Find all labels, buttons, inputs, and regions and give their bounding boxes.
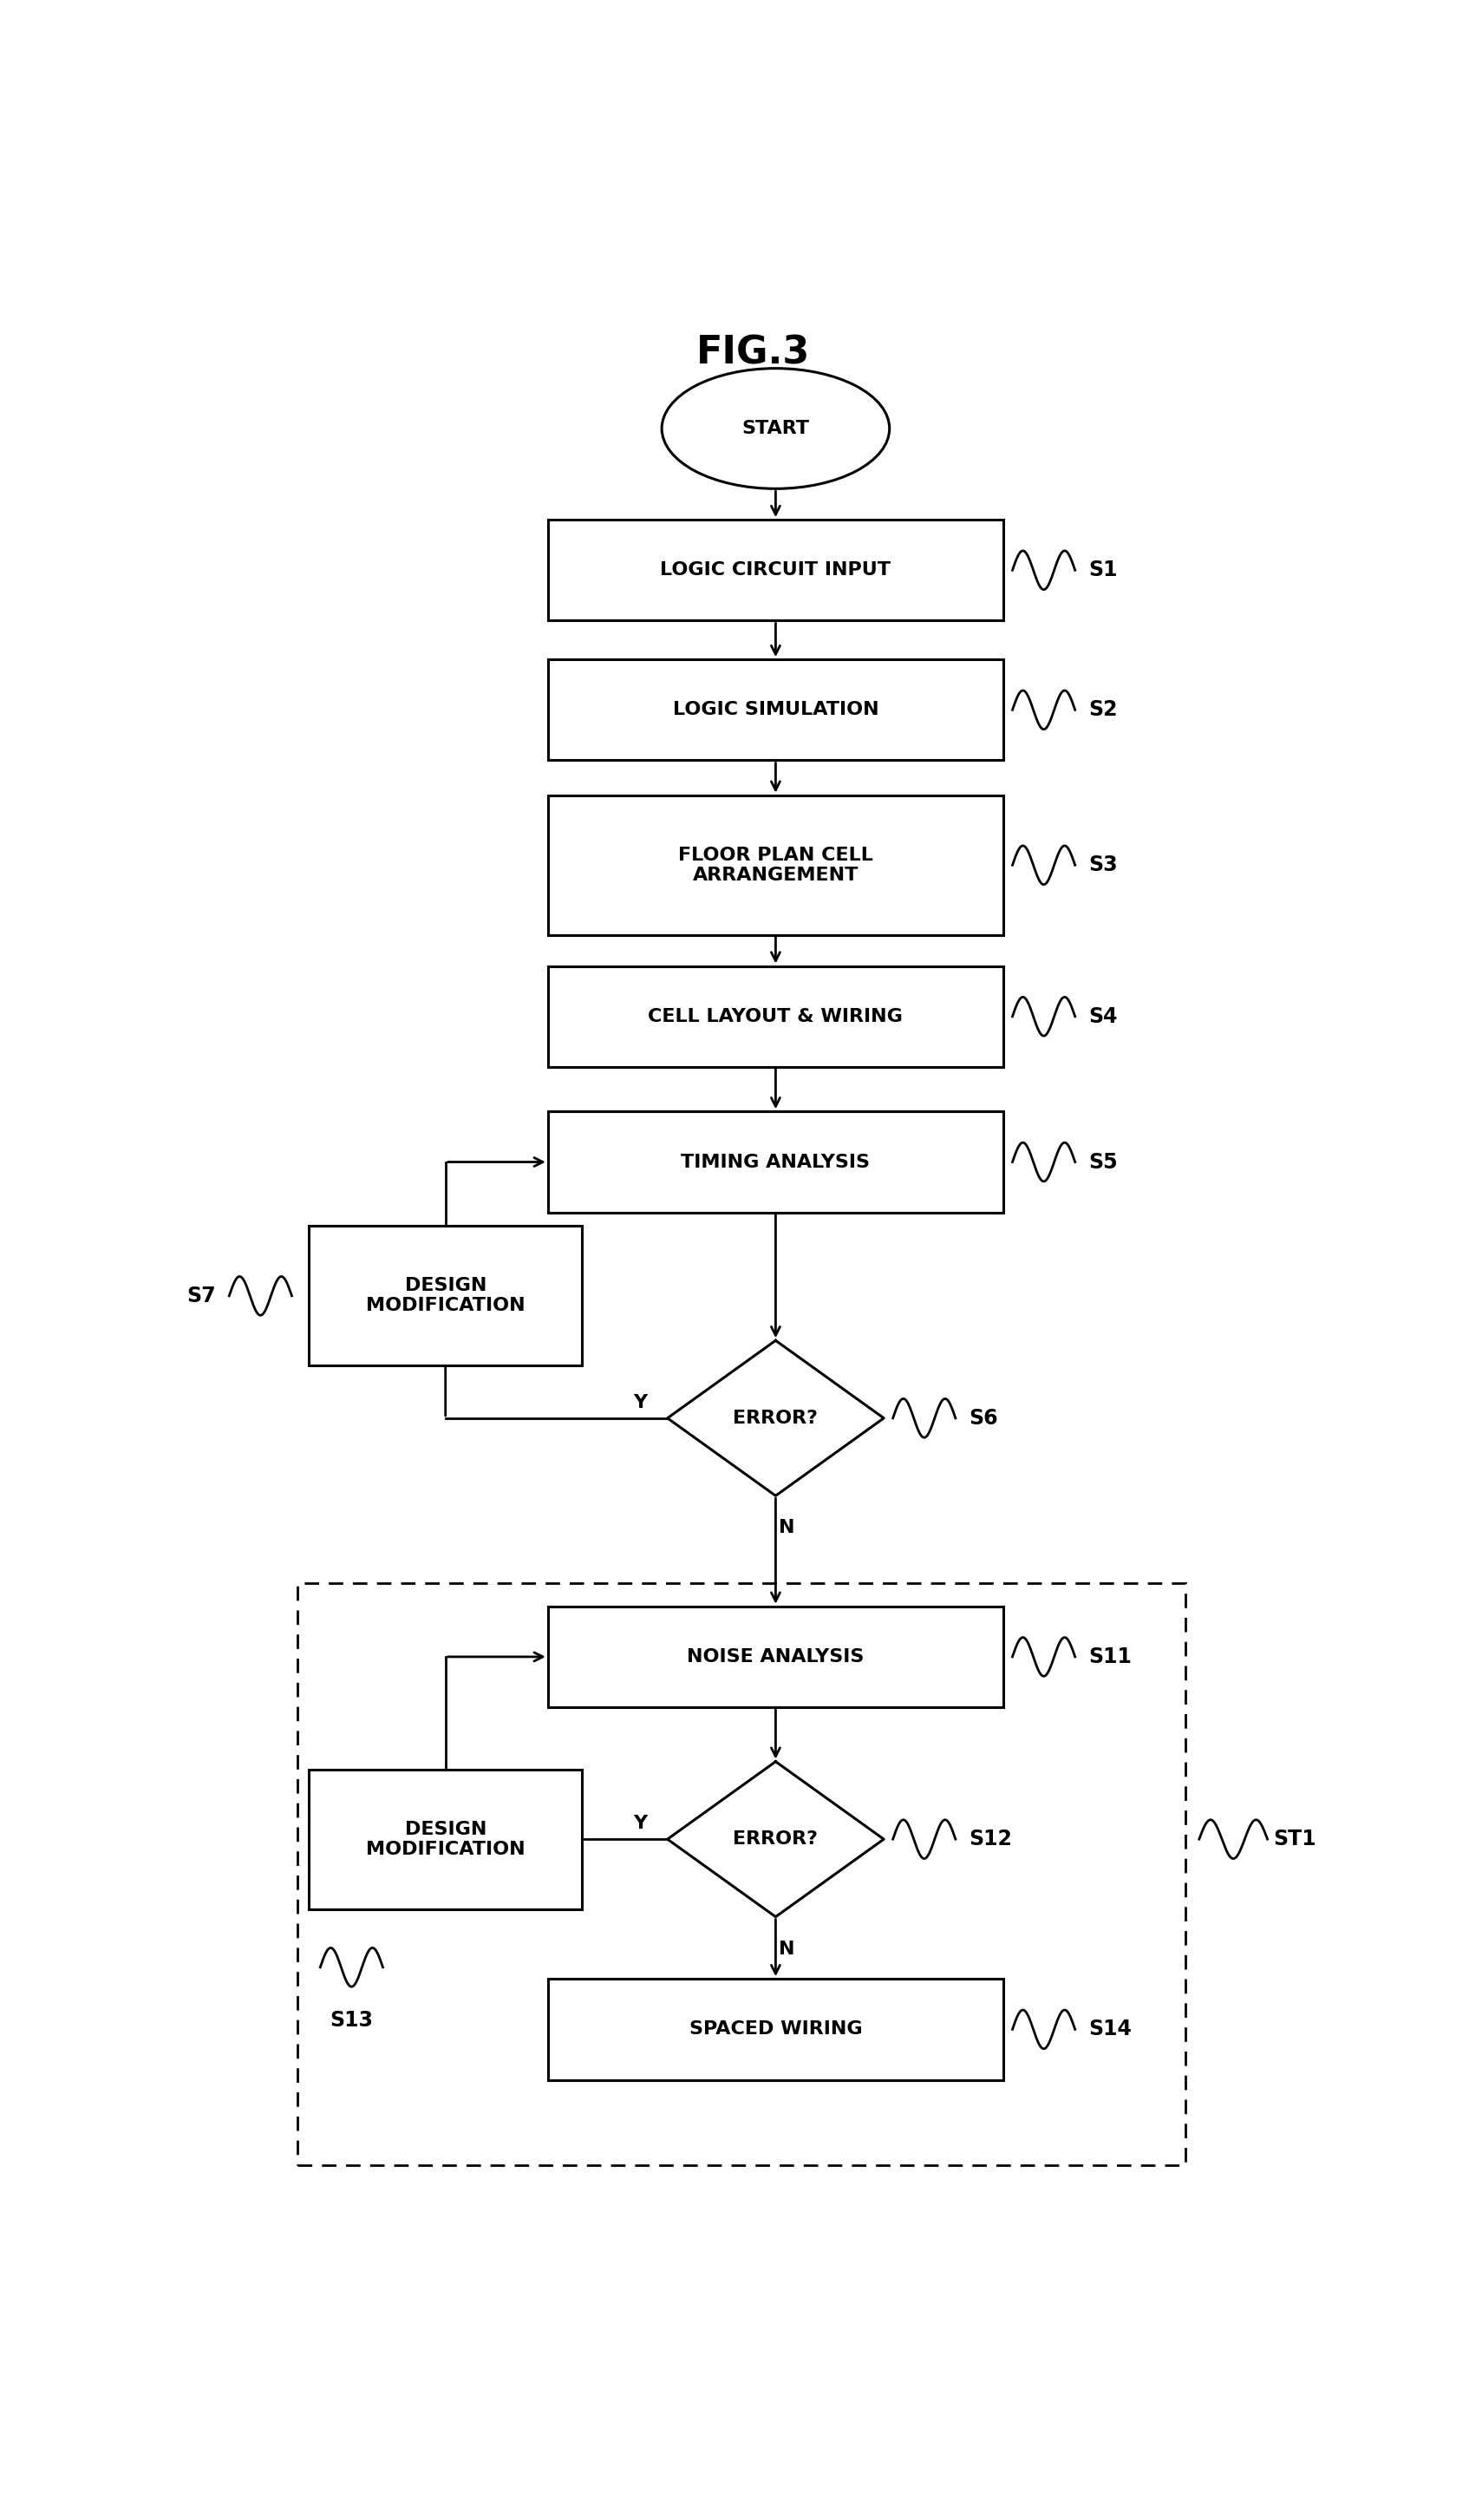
Text: S7: S7 [187,1285,216,1305]
Text: S13: S13 [331,2011,373,2031]
Text: N: N [779,1520,795,1537]
Bar [298,1583,1185,2165]
Text: START: START [742,421,809,436]
FancyBboxPatch shape [548,660,1003,761]
Text: NOISE ANALYSIS: NOISE ANALYSIS [687,1648,864,1666]
FancyBboxPatch shape [308,1769,582,1910]
Text: LOGIC CIRCUIT INPUT: LOGIC CIRCUIT INPUT [660,562,892,580]
Polygon shape [667,1341,884,1497]
Text: FLOOR PLAN CELL
ARRANGEMENT: FLOOR PLAN CELL ARRANGEMENT [679,847,873,885]
Text: S12: S12 [970,1830,1012,1850]
Text: FIG.3: FIG.3 [696,335,809,370]
Text: S4: S4 [1089,1005,1118,1026]
Text: DESIGN
MODIFICATION: DESIGN MODIFICATION [366,1278,524,1315]
Text: DESIGN
MODIFICATION: DESIGN MODIFICATION [366,1819,524,1857]
Text: S14: S14 [1089,2019,1133,2039]
FancyBboxPatch shape [548,1978,1003,2079]
Text: CELL LAYOUT & WIRING: CELL LAYOUT & WIRING [648,1008,903,1026]
FancyBboxPatch shape [548,1605,1003,1706]
Text: S5: S5 [1089,1152,1118,1172]
FancyBboxPatch shape [548,519,1003,620]
Text: SPACED WIRING: SPACED WIRING [689,2021,862,2039]
Text: TIMING ANALYSIS: TIMING ANALYSIS [682,1154,870,1172]
Polygon shape [667,1761,884,1918]
Text: S6: S6 [970,1409,999,1429]
Text: ST1: ST1 [1274,1830,1316,1850]
Ellipse shape [661,368,890,489]
Text: ERROR?: ERROR? [733,1409,818,1426]
Text: S3: S3 [1089,854,1118,874]
Text: S1: S1 [1089,559,1118,580]
Text: Y: Y [633,1394,646,1411]
Text: N: N [779,1940,795,1958]
Text: ERROR?: ERROR? [733,1830,818,1847]
Text: LOGIC SIMULATION: LOGIC SIMULATION [673,701,878,718]
Text: S11: S11 [1089,1646,1133,1668]
Text: Y: Y [633,1814,646,1832]
Text: S2: S2 [1089,701,1118,721]
FancyBboxPatch shape [308,1227,582,1366]
FancyBboxPatch shape [548,796,1003,935]
FancyBboxPatch shape [548,1111,1003,1212]
FancyBboxPatch shape [548,965,1003,1066]
